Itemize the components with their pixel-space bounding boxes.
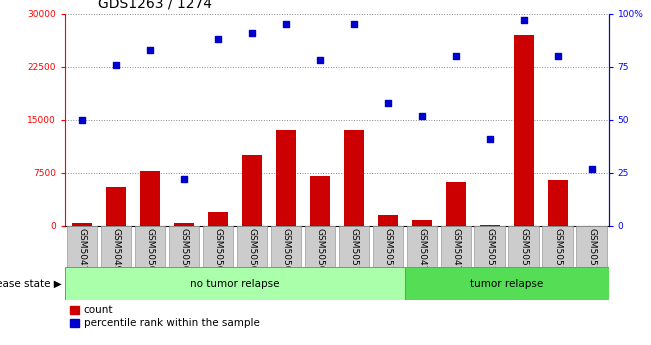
Text: tumor relapse: tumor relapse [470,279,544,289]
Bar [106,187,126,226]
Text: GSM50512: GSM50512 [383,228,393,277]
Point [213,37,223,42]
Point [77,117,87,122]
Text: disease state ▶: disease state ▶ [0,279,62,289]
Text: GSM50504: GSM50504 [146,228,154,277]
Text: GSM50509: GSM50509 [315,228,324,277]
Text: GSM50513: GSM50513 [519,228,528,277]
Point [383,100,393,106]
FancyBboxPatch shape [508,226,539,267]
Bar [242,155,262,226]
Text: GSM50506: GSM50506 [214,228,223,277]
Point [417,113,427,118]
FancyBboxPatch shape [135,226,165,267]
FancyBboxPatch shape [576,226,607,267]
Text: GSM50510: GSM50510 [485,228,494,277]
FancyBboxPatch shape [542,226,573,267]
Bar [445,182,466,226]
Point [349,22,359,27]
Bar [514,35,534,226]
FancyBboxPatch shape [237,226,268,267]
Text: GSM50508: GSM50508 [281,228,290,277]
Text: GSM50496: GSM50496 [111,228,120,277]
Point [145,47,155,53]
Bar [480,225,500,226]
FancyBboxPatch shape [305,226,335,267]
Text: GSM50507: GSM50507 [247,228,256,277]
Text: GSM50515: GSM50515 [587,228,596,277]
Bar [378,215,398,226]
Text: GSM50514: GSM50514 [553,228,562,277]
FancyBboxPatch shape [339,226,369,267]
Bar [411,220,432,226]
Point [519,17,529,23]
Bar [174,224,194,226]
Text: GSM50511: GSM50511 [350,228,359,277]
Point [314,58,325,63]
Point [587,166,597,171]
FancyBboxPatch shape [271,226,301,267]
FancyBboxPatch shape [67,226,98,267]
Bar [65,267,405,300]
FancyBboxPatch shape [101,226,132,267]
Bar [208,212,228,226]
Text: GSM50475: GSM50475 [451,228,460,277]
Bar [140,171,160,226]
Bar [310,177,330,226]
Point [450,53,461,59]
Bar [547,180,568,226]
Point [111,62,121,68]
Text: GSM50505: GSM50505 [180,228,189,277]
Legend: count, percentile rank within the sample: count, percentile rank within the sample [70,305,260,328]
Point [484,136,495,142]
FancyBboxPatch shape [406,226,437,267]
Point [179,177,189,182]
Point [247,30,257,36]
FancyBboxPatch shape [475,226,505,267]
FancyBboxPatch shape [169,226,199,267]
Text: GSM50473: GSM50473 [417,228,426,277]
Text: no tumor relapse: no tumor relapse [190,279,280,289]
Point [281,22,291,27]
Bar [405,267,609,300]
Point [553,53,563,59]
Bar [276,130,296,226]
FancyBboxPatch shape [441,226,471,267]
Text: GSM50474: GSM50474 [77,228,87,277]
Text: GDS1263 / 1274: GDS1263 / 1274 [98,0,212,10]
FancyBboxPatch shape [372,226,403,267]
FancyBboxPatch shape [202,226,233,267]
Bar [72,223,92,226]
Bar [344,130,364,226]
